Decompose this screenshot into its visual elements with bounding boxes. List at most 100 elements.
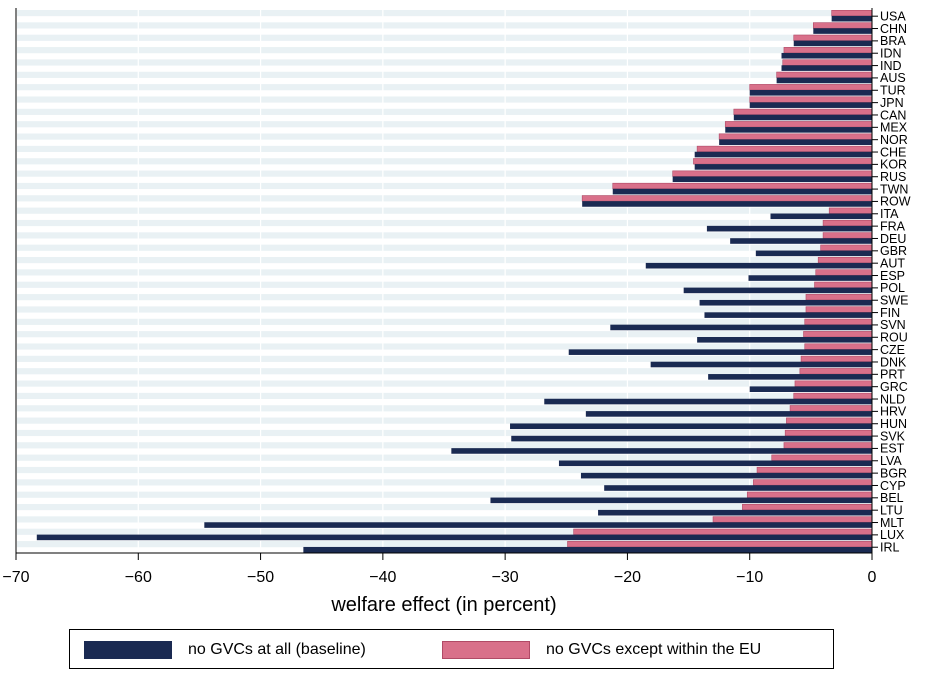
bar-eu-rou [803,331,873,338]
bar-baseline-row [582,201,872,207]
category-label-lva: LVA [880,454,902,468]
category-label-kor: KOR [880,158,907,172]
legend-swatch-baseline [84,641,172,659]
category-label-gbr: GBR [880,244,907,258]
row-band-rou [17,331,872,338]
row-band-gbr [17,244,872,251]
row-band-svk [17,429,872,437]
row-band-ind [17,59,872,66]
bar-eu-bel [746,491,873,498]
bar-baseline-ind [781,65,872,71]
category-label-che: CHE [880,145,906,159]
bar-baseline-kor [694,164,872,170]
row-band-twn [17,182,872,190]
row-band-can [17,108,872,115]
row-band-idn [17,47,872,54]
category-label-hun: HUN [880,417,907,431]
bar-baseline-hrv [585,411,872,417]
category-label-grc: GRC [880,380,908,394]
row-band-prt [17,368,872,375]
bar-eu-can [733,108,873,115]
bar-eu-mlt [712,516,873,523]
row-band-cyp [17,479,872,486]
row-band-usa [17,10,872,17]
x-tick-label: −20 [614,569,641,586]
row-band-rus [17,170,872,177]
category-label-twn: TWN [880,182,908,196]
bar-baseline-bra [793,40,872,47]
row-band-aut [17,257,872,264]
category-label-can: CAN [880,108,906,122]
row-band-hun [17,417,872,424]
category-label-irl: IRL [880,541,900,555]
x-tick-label: −60 [125,569,152,586]
bar-eu-esp [815,269,873,276]
bar-baseline-rus [672,176,872,183]
row-band-fra [17,219,872,227]
bar-baseline-usa [831,15,872,22]
bar-baseline-est [451,448,872,454]
row-band-ita [17,207,872,214]
category-label-prt: PRT [880,368,905,382]
bar-eu-tur [749,84,873,91]
bar-eu-hrv [789,405,873,412]
bar-baseline-cze [568,349,872,355]
row-band-dnk [17,355,872,362]
bar-baseline-nld [544,398,872,405]
bar-eu-idn [783,47,873,54]
x-tick-label: −70 [2,569,29,586]
row-band-chn [17,22,872,29]
category-label-svn: SVN [880,318,906,332]
bar-baseline-grc [749,386,872,392]
category-label-svk: SVK [880,429,906,443]
legend-label-baseline: no GVCs at all (baseline) [188,641,366,658]
row-band-che [17,145,872,153]
bar-baseline-ltu [598,509,872,516]
category-label-est: EST [880,442,905,456]
row-band-jpn [17,96,872,103]
bar-eu-jpn [749,96,873,103]
bar-baseline-esp [748,275,872,281]
bar-baseline-cyp [604,485,872,491]
category-label-cze: CZE [880,343,905,357]
category-label-mex: MEX [880,121,908,135]
legend-label-eu: no GVCs except within the EU [546,641,762,658]
bar-baseline-fin [704,312,872,318]
bar-eu-che [696,145,873,153]
x-tick-label: −50 [247,569,274,586]
bar-baseline-bel [490,497,872,504]
row-band-est [17,442,872,449]
bar-eu-rus [672,170,873,177]
bar-eu-chn [812,22,873,29]
category-label-rus: RUS [880,170,906,184]
category-label-cyp: CYP [880,479,906,493]
bar-eu-twn [612,182,873,190]
category-label-aut: AUT [880,256,905,270]
bar-eu-deu [822,232,873,239]
bar-eu-ind [782,59,873,66]
row-band-fin [17,306,872,313]
bar-eu-aut [817,256,873,264]
bar-baseline-fra [706,225,872,232]
bar-eu-ltu [742,503,873,511]
bar-baseline-jpn [749,102,872,108]
bar-eu-cyp [753,479,873,486]
bar-baseline-swe [699,299,872,306]
row-band-mex [17,121,872,128]
bar-baseline-deu [730,238,872,244]
bar-baseline-svn [610,324,872,331]
category-label-usa: USA [880,9,906,23]
row-band-mlt [17,516,872,523]
row-band-cze [17,343,872,350]
bar-eu-pol [814,281,873,288]
row-band-tur [17,84,872,91]
category-label-swe: SWE [880,294,908,308]
row-band-nor [17,133,872,140]
row-band-kor [17,158,872,165]
bar-eu-irl [567,541,873,548]
bar-eu-kor [693,158,873,165]
row-band-bel [17,491,872,498]
category-label-tur: TUR [880,84,906,98]
bars [36,10,873,553]
